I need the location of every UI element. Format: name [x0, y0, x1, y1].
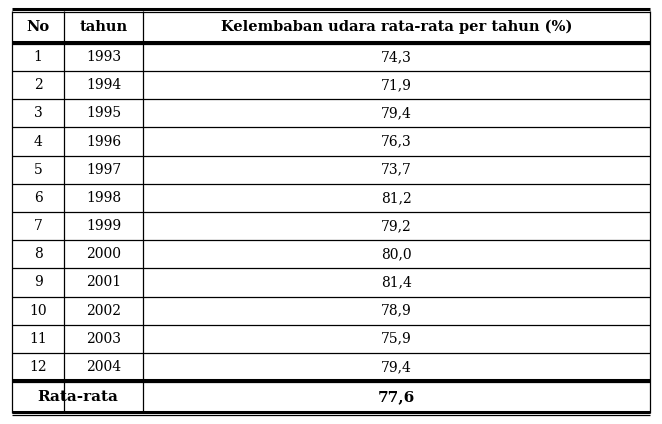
Text: 6: 6 [34, 191, 42, 205]
Text: 81,2: 81,2 [381, 191, 412, 205]
Text: 8: 8 [34, 247, 42, 261]
Text: 74,3: 74,3 [381, 50, 412, 64]
Text: 4: 4 [34, 134, 42, 148]
Text: 1999: 1999 [86, 219, 121, 233]
Text: tahun: tahun [79, 20, 128, 34]
Text: 73,7: 73,7 [381, 163, 412, 177]
Text: 2002: 2002 [86, 304, 121, 318]
Text: 5: 5 [34, 163, 42, 177]
Text: 10: 10 [29, 304, 47, 318]
Text: 2004: 2004 [86, 360, 121, 374]
Text: 75,9: 75,9 [381, 332, 412, 346]
Text: 79,4: 79,4 [381, 360, 412, 374]
Text: 2003: 2003 [86, 332, 121, 346]
Text: 2001: 2001 [86, 276, 121, 290]
Text: 7: 7 [34, 219, 42, 233]
Text: Kelembaban udara rata-rata per tahun (%): Kelembaban udara rata-rata per tahun (%) [220, 20, 572, 34]
Text: No: No [26, 20, 50, 34]
Text: 1995: 1995 [86, 106, 121, 120]
Text: 79,2: 79,2 [381, 219, 412, 233]
Text: 12: 12 [29, 360, 47, 374]
Text: 77,6: 77,6 [378, 390, 415, 404]
Text: 2000: 2000 [86, 247, 121, 261]
Text: 11: 11 [29, 332, 47, 346]
Text: 3: 3 [34, 106, 42, 120]
Text: 1993: 1993 [86, 50, 121, 64]
Text: 71,9: 71,9 [381, 78, 412, 92]
Text: 80,0: 80,0 [381, 247, 412, 261]
Text: 76,3: 76,3 [381, 134, 412, 148]
Text: 2: 2 [34, 78, 42, 92]
Text: 1994: 1994 [86, 78, 121, 92]
Text: 1: 1 [34, 50, 42, 64]
Text: 78,9: 78,9 [381, 304, 412, 318]
Text: 1997: 1997 [86, 163, 121, 177]
Text: 1998: 1998 [86, 191, 121, 205]
Text: Rata-rata: Rata-rata [37, 390, 118, 404]
Text: 81,4: 81,4 [381, 276, 412, 290]
Text: 79,4: 79,4 [381, 106, 412, 120]
Text: 1996: 1996 [86, 134, 121, 148]
Text: 9: 9 [34, 276, 42, 290]
